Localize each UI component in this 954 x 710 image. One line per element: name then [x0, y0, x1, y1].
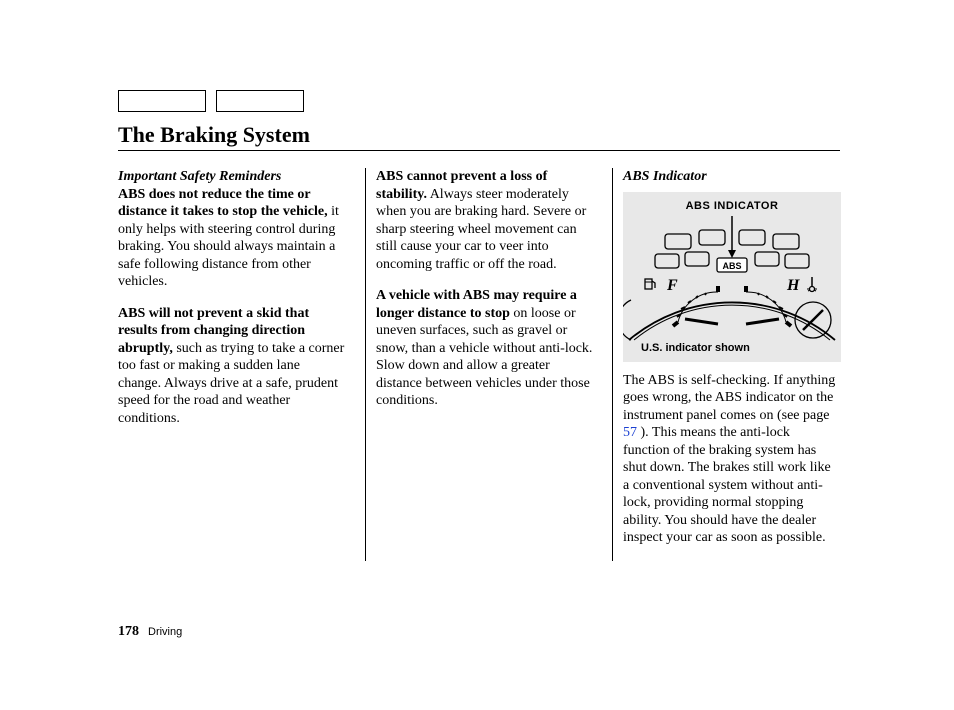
nav-box-1 [118, 90, 206, 112]
column-3: ABS Indicator ABS INDICATOR [612, 168, 840, 561]
c2-para-2: A vehicle with ABS may require a longer … [376, 287, 593, 410]
columns: Important Safety Reminders ABS does not … [118, 168, 840, 561]
nav-box-2 [216, 90, 304, 112]
c1-heading: Important Safety Reminders [118, 169, 281, 184]
c2-para-1: ABS cannot prevent a loss of stability. … [376, 168, 593, 273]
gauge-f-label: F [666, 277, 678, 294]
section-name: Driving [148, 626, 182, 638]
c3-p1b: ). This means the anti-lock function of … [623, 425, 831, 545]
page-footer: 178 Driving [118, 624, 182, 640]
c3-p1a: The ABS is self-checking. If anything go… [623, 373, 835, 423]
title-rule [118, 150, 840, 151]
abs-box-text: ABS [722, 261, 741, 271]
gauge-h-label: H [786, 277, 800, 294]
dashboard-svg: ABS [623, 192, 841, 362]
figure-bottom-label: U.S. indicator shown [641, 342, 750, 356]
page-title: The Braking System [118, 122, 310, 148]
c1-p1-bold: ABS does not reduce the time or distance… [118, 187, 328, 220]
page-number: 178 [118, 624, 139, 639]
page: The Braking System Important Safety Remi… [0, 0, 954, 710]
c3-heading: ABS Indicator [623, 168, 840, 186]
column-1: Important Safety Reminders ABS does not … [118, 168, 346, 561]
abs-indicator-figure: ABS INDICATOR [623, 192, 841, 362]
column-2: ABS cannot prevent a loss of stability. … [365, 168, 593, 561]
c3-para-1: The ABS is self-checking. If anything go… [623, 372, 840, 547]
top-nav-boxes [118, 90, 304, 112]
page-link-57[interactable]: 57 [623, 425, 637, 440]
c1-para-2: ABS will not prevent a skid that results… [118, 305, 346, 428]
c1-para-1: Important Safety Reminders ABS does not … [118, 168, 346, 291]
